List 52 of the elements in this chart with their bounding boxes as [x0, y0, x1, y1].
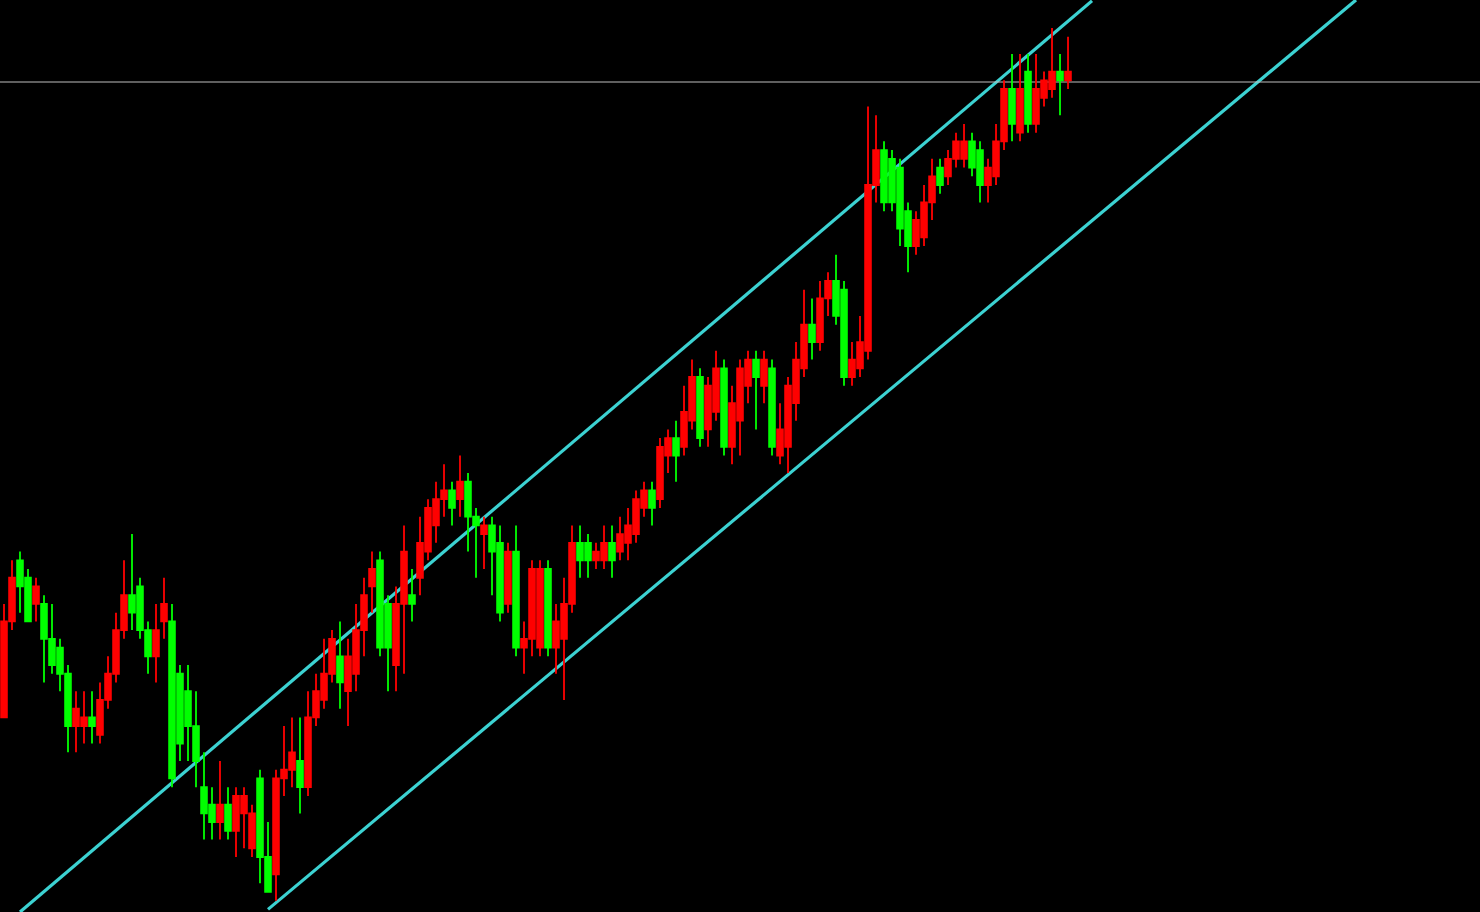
candlestick	[296, 716, 304, 815]
candlestick	[216, 760, 224, 841]
candlestick	[32, 576, 40, 623]
candlestick	[880, 140, 888, 213]
candlestick	[656, 437, 664, 509]
candlestick	[224, 786, 232, 841]
candlestick	[768, 358, 776, 457]
candlestick	[960, 123, 968, 169]
candlestick	[608, 524, 616, 579]
candlestick	[760, 349, 768, 405]
candlestick	[1008, 53, 1016, 143]
candlestick	[648, 480, 656, 527]
candlestick	[1016, 53, 1024, 143]
candlestick	[448, 480, 456, 527]
candlestick	[808, 297, 816, 361]
candlestick	[544, 559, 552, 658]
candlestick	[1024, 53, 1032, 134]
candlestick	[600, 524, 608, 570]
candlestick	[80, 690, 88, 745]
candlestick	[504, 541, 512, 614]
candlestick	[752, 349, 760, 431]
candlestick	[288, 716, 296, 789]
candlestick	[976, 140, 984, 204]
candlestick	[40, 594, 48, 684]
candlestick	[616, 515, 624, 562]
candlestick	[336, 620, 344, 710]
candlestick	[408, 568, 416, 623]
candlestick	[1056, 53, 1064, 117]
candlestick	[720, 358, 728, 457]
candlestick	[1064, 35, 1072, 90]
candlestick	[16, 550, 24, 614]
candlestick	[240, 786, 248, 850]
candlestick	[696, 367, 704, 448]
candlestick	[816, 280, 824, 352]
candlestick	[672, 419, 680, 483]
candlestick	[584, 533, 592, 579]
candlestick	[736, 358, 744, 457]
candlestick	[496, 524, 504, 623]
candlestick	[128, 533, 136, 631]
candlestick	[576, 524, 584, 579]
candlestick	[72, 690, 80, 754]
candlestick	[936, 157, 944, 195]
candlestick	[480, 515, 488, 570]
candlestick	[1032, 53, 1040, 134]
candlestick	[1048, 27, 1056, 99]
candlestick	[512, 524, 520, 658]
candlestick	[232, 786, 240, 858]
candlestick	[88, 690, 96, 745]
candlestick	[456, 454, 464, 518]
candlestick	[256, 768, 264, 885]
candlestick	[536, 559, 544, 658]
candlestick	[168, 603, 176, 789]
